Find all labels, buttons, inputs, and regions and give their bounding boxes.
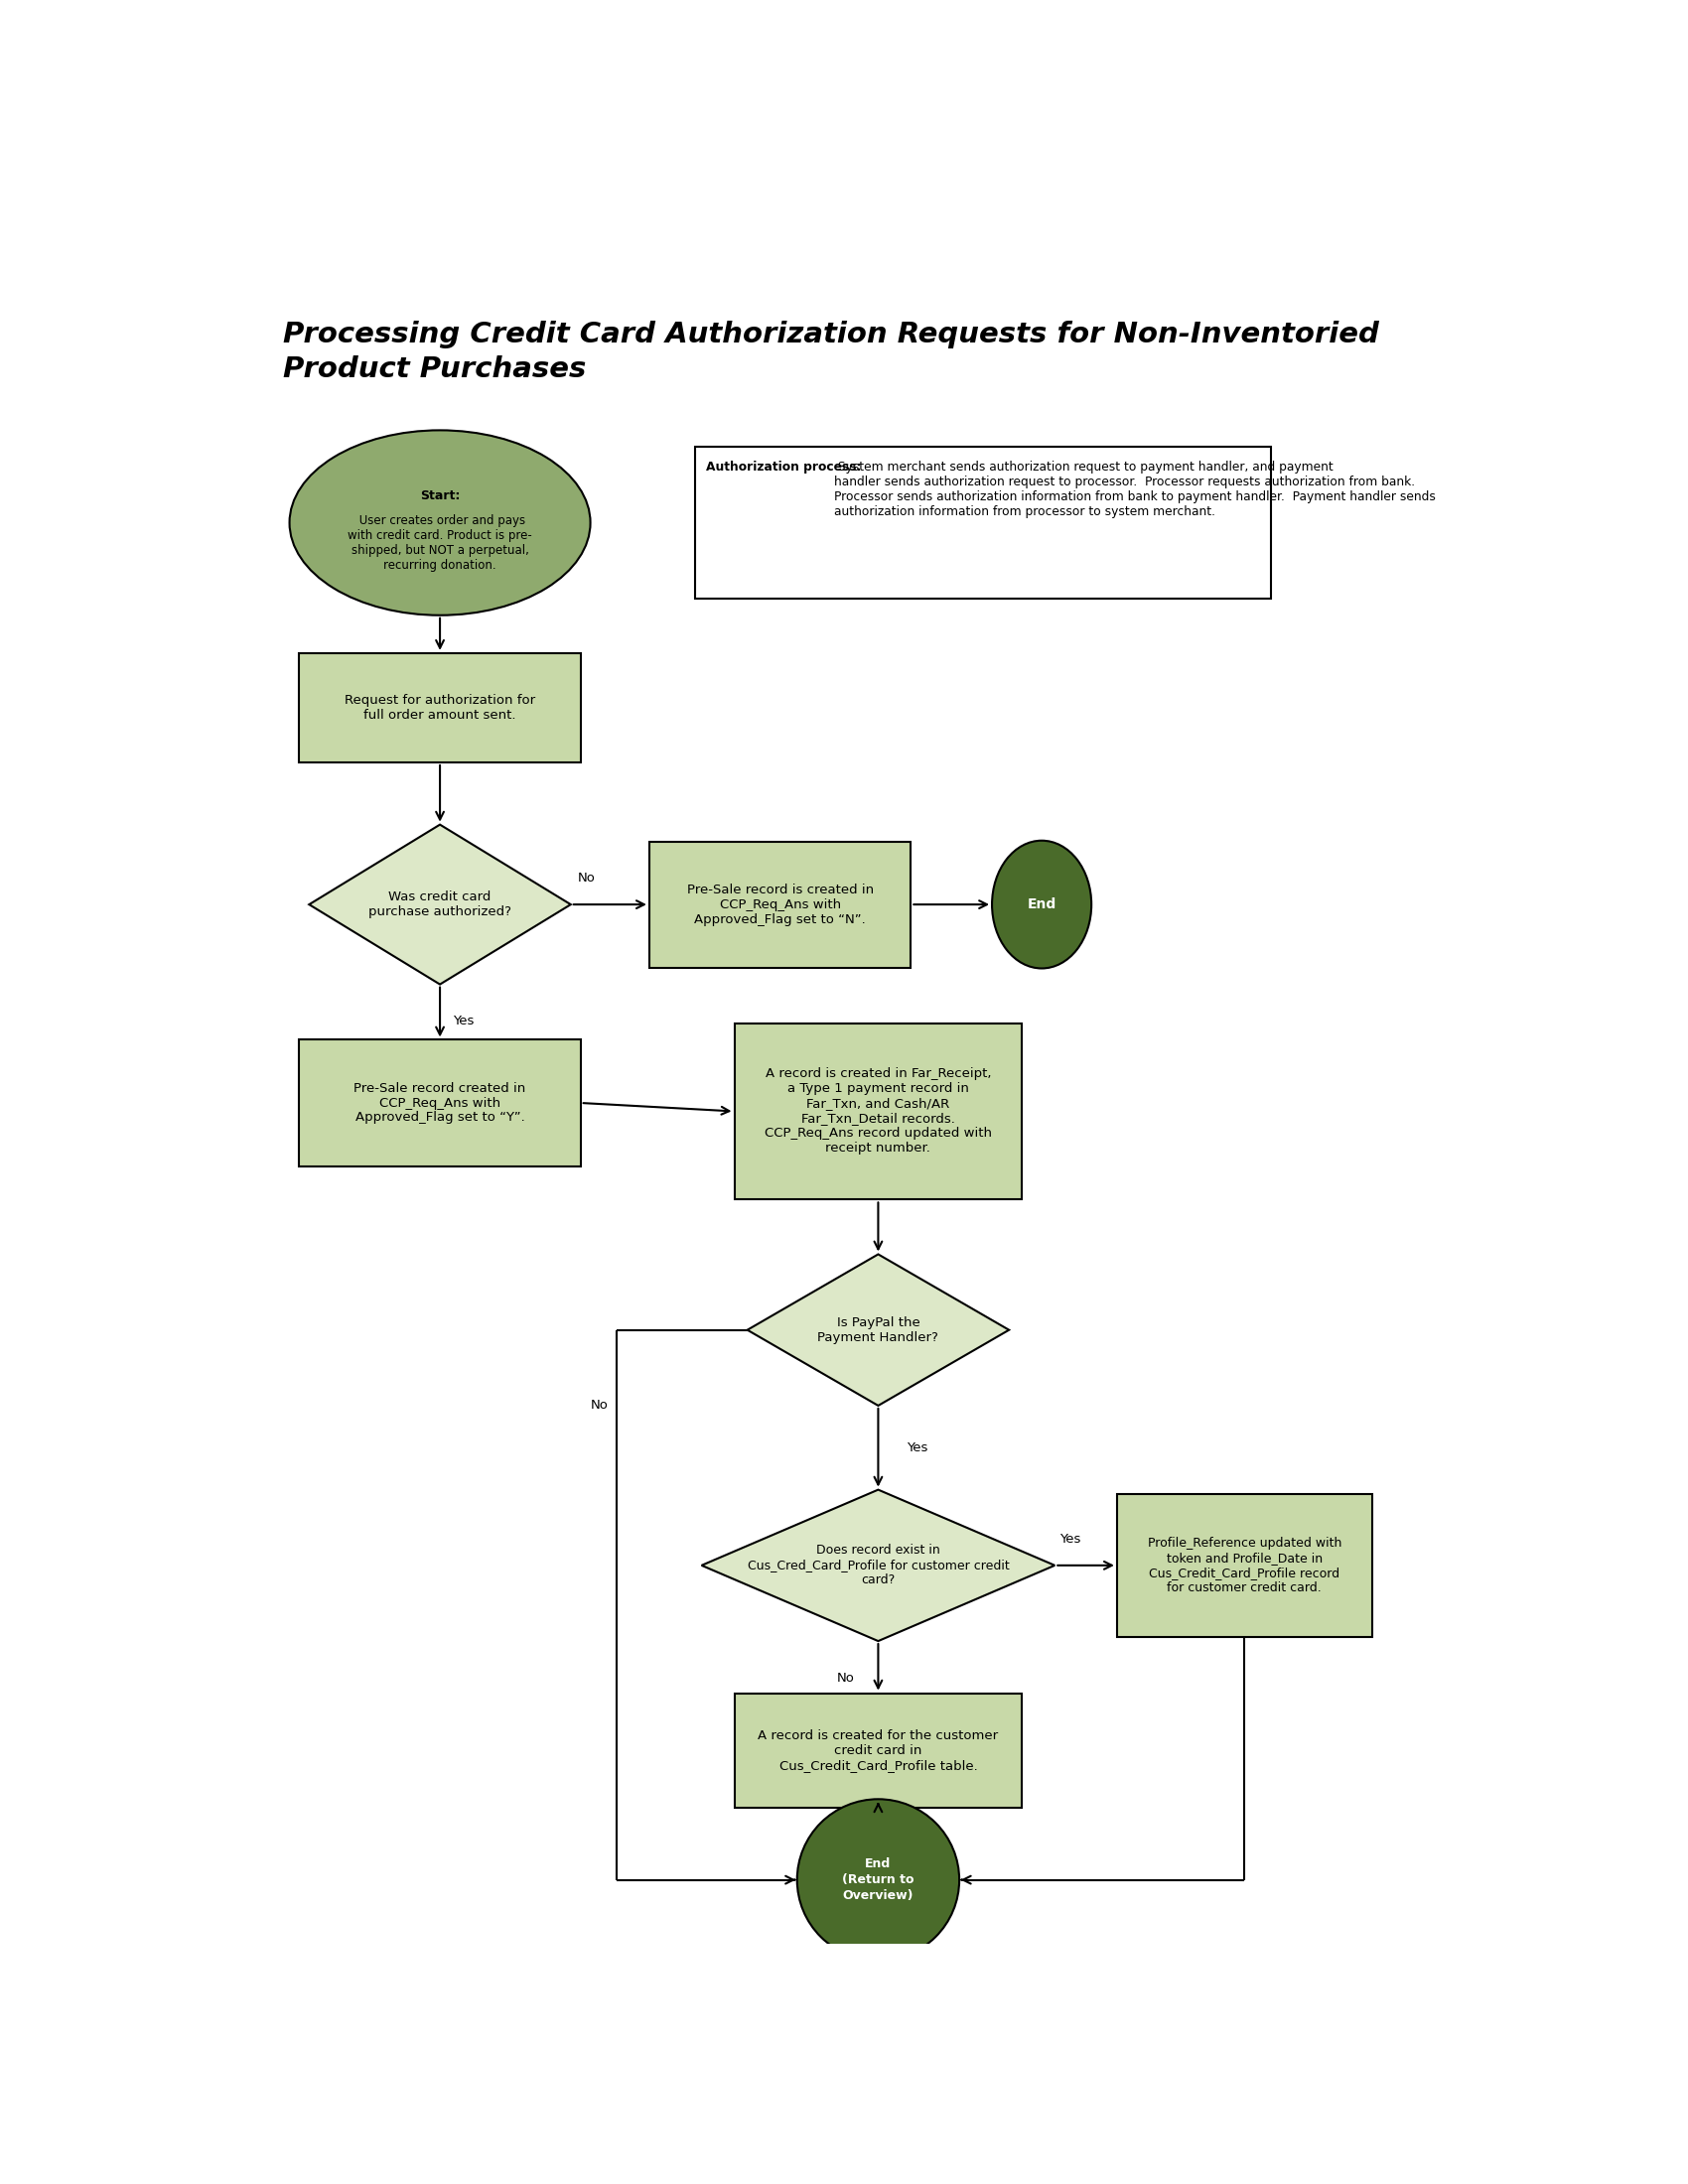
Bar: [299, 1040, 581, 1166]
Bar: [650, 841, 912, 968]
Text: Yes: Yes: [452, 1016, 474, 1026]
Text: No: No: [591, 1400, 608, 1413]
Text: Yes: Yes: [906, 1441, 928, 1455]
Text: Processing Credit Card Authorization Requests for Non-Inventoried
Product Purcha: Processing Credit Card Authorization Req…: [284, 321, 1379, 382]
Text: End
(Return to
Overview): End (Return to Overview): [842, 1859, 915, 1902]
Bar: [734, 1693, 1021, 1808]
Bar: [1117, 1494, 1372, 1636]
Text: Authorization process:: Authorization process:: [706, 461, 861, 474]
Bar: [695, 448, 1271, 598]
Ellipse shape: [797, 1800, 959, 1961]
Text: A record is created for the customer
credit card in
Cus_Credit_Card_Profile tabl: A record is created for the customer cre…: [758, 1730, 998, 1771]
Text: End: End: [1028, 898, 1057, 911]
Text: User creates order and pays
with credit card. Product is pre-
shipped, but NOT a: User creates order and pays with credit …: [348, 515, 532, 572]
Polygon shape: [702, 1489, 1055, 1640]
Polygon shape: [309, 826, 571, 985]
Text: Pre-Sale record created in
CCP_Req_Ans with
Approved_Flag set to “Y”.: Pre-Sale record created in CCP_Req_Ans w…: [354, 1081, 527, 1125]
Text: Pre-Sale record is created in
CCP_Req_Ans with
Approved_Flag set to “N”.: Pre-Sale record is created in CCP_Req_An…: [687, 882, 873, 926]
Text: No: No: [577, 871, 596, 885]
Circle shape: [993, 841, 1092, 968]
Ellipse shape: [289, 430, 591, 616]
Text: No: No: [837, 1671, 854, 1684]
Bar: [734, 1022, 1021, 1199]
Text: Request for authorization for
full order amount sent.: Request for authorization for full order…: [344, 695, 535, 721]
Text: Start:: Start:: [420, 489, 459, 502]
Bar: [299, 653, 581, 762]
Text: Yes: Yes: [1060, 1533, 1080, 1546]
Text: A record is created in Far_Receipt,
a Type 1 payment record in
Far_Txn, and Cash: A record is created in Far_Receipt, a Ty…: [765, 1068, 993, 1155]
Text: Is PayPal the
Payment Handler?: Is PayPal the Payment Handler?: [817, 1317, 939, 1343]
Text: Was credit card
purchase authorized?: Was credit card purchase authorized?: [368, 891, 511, 919]
Text: Profile_Reference updated with
token and Profile_Date in
Cus_Credit_Card_Profile: Profile_Reference updated with token and…: [1148, 1538, 1342, 1594]
Text: Does record exist in
Cus_Cred_Card_Profile for customer credit
card?: Does record exist in Cus_Cred_Card_Profi…: [748, 1544, 1009, 1588]
Text: System merchant sends authorization request to payment handler, and payment
hand: System merchant sends authorization requ…: [834, 461, 1435, 518]
Polygon shape: [748, 1254, 1009, 1406]
